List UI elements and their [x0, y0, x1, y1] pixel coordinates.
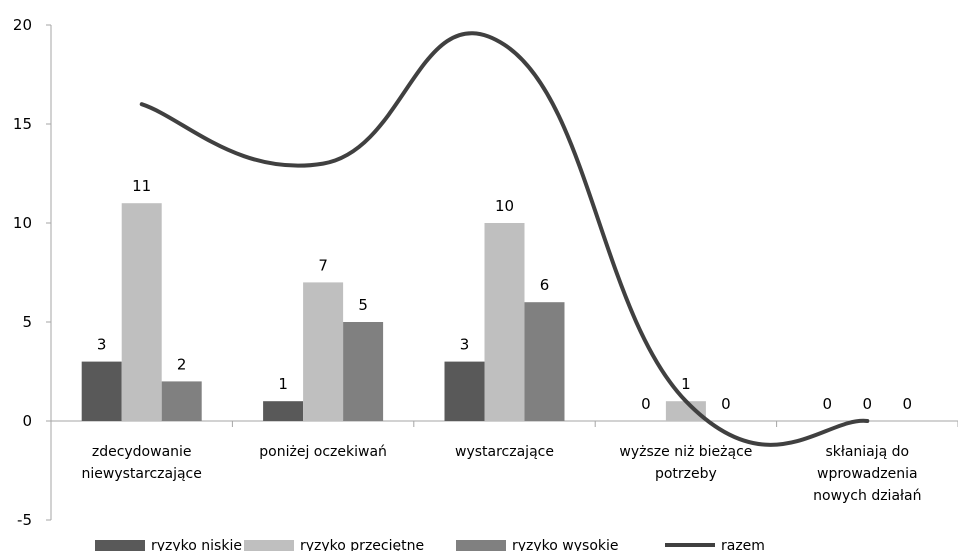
total-line-series: [139, 31, 870, 447]
category-label: niewystarczające: [82, 466, 202, 482]
bar: [81, 361, 122, 421]
y-tick-label: 0: [22, 412, 32, 430]
category-label: zdecydowanie: [92, 444, 192, 460]
legend-swatch: [456, 540, 506, 551]
y-tick-label: 15: [13, 115, 32, 133]
legend-label: ryzyko niskie: [151, 538, 242, 551]
y-tick-label: -5: [17, 511, 32, 529]
y-tick-label: 10: [13, 214, 32, 232]
bar: [263, 401, 304, 421]
category-label: potrzeby: [655, 466, 717, 482]
bar-data-label: 0: [863, 395, 873, 413]
bar-data-label: 1: [681, 375, 691, 393]
bar: [444, 361, 485, 421]
bar: [665, 401, 706, 421]
line-series-razem: [139, 31, 870, 447]
category-label: nowych działań: [813, 488, 921, 504]
bar-data-label: 2: [177, 355, 187, 373]
bar: [303, 282, 344, 421]
bar: [343, 322, 384, 421]
bar-data-label: 0: [721, 395, 731, 413]
bar: [121, 203, 162, 421]
category-label: wystarczające: [455, 444, 554, 460]
bar-data-label: 5: [358, 296, 368, 314]
legend-label: ryzyko wysokie: [512, 538, 619, 551]
y-tick-label: 5: [22, 313, 32, 331]
bar-data-label: 11: [132, 177, 151, 195]
category-label: wprowadzenia: [817, 466, 918, 482]
bar-data-label: 1: [278, 375, 288, 393]
category-labels: zdecydowanie niewystarczające poniżej ocze…: [82, 444, 922, 504]
bar-data-label: 10: [495, 197, 514, 215]
bar-data-label: 6: [540, 276, 550, 294]
bar-data-label: 7: [318, 256, 328, 274]
legend-swatch: [244, 540, 294, 551]
category-label: poniżej oczekiwań: [259, 444, 387, 460]
legend-label: ryzyko przeciętne: [300, 538, 424, 551]
bar: [484, 223, 525, 421]
bar-data-label: 0: [641, 395, 651, 413]
bar-data-label: 3: [97, 336, 107, 354]
category-label: skłaniają do: [825, 444, 909, 460]
y-tick-label: 20: [13, 16, 32, 34]
bar-series: [81, 203, 706, 421]
y-axis-tick-labels: -5 0 5 10 15 20: [13, 16, 32, 529]
legend-label: razem: [721, 538, 765, 551]
bar: [524, 302, 565, 421]
bar-data-label: 0: [823, 395, 833, 413]
category-label: wyższe niż bieżące: [619, 444, 752, 460]
bar-data-label: 3: [460, 336, 470, 354]
bar: [161, 381, 202, 421]
bar-data-label: 0: [903, 395, 913, 413]
legend-swatch: [95, 540, 145, 551]
legend: ryzyko niskie ryzyko przeciętne ryzyko wys…: [95, 538, 765, 551]
